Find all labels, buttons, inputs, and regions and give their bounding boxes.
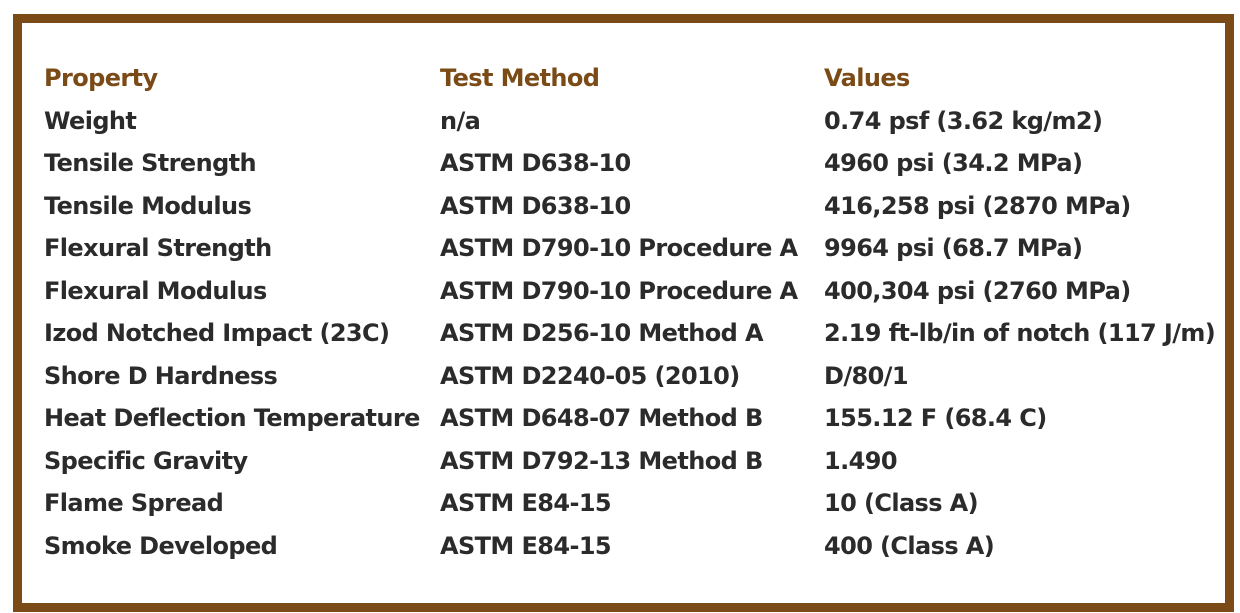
table-row: Smoke Developed ASTM E84-15 400 (Class A… bbox=[44, 525, 1224, 568]
test-method-cell: ASTM D256-10 Method A bbox=[440, 319, 764, 348]
table-row: Weight n/a 0.74 psf (3.62 kg/m2) bbox=[44, 100, 1224, 143]
value-cell: 416,258 psi (2870 MPa) bbox=[824, 191, 1131, 220]
table-row: Izod Notched Impact (23C) ASTM D256-10 M… bbox=[44, 312, 1224, 355]
table-row: Shore D Hardness ASTM D2240-05 (2010) D/… bbox=[44, 355, 1224, 398]
value-cell: 9964 psi (68.7 MPa) bbox=[824, 234, 1083, 263]
properties-table-frame: Property Test Method Values Weight n/a 0… bbox=[13, 14, 1234, 612]
properties-table: Property Test Method Values Weight n/a 0… bbox=[44, 57, 1224, 567]
value-cell: 10 (Class A) bbox=[824, 489, 979, 518]
test-method-cell: ASTM E84-15 bbox=[440, 489, 612, 518]
table-row: Specific Gravity ASTM D792-13 Method B 1… bbox=[44, 440, 1224, 483]
value-cell: 2.19 ft-lb/in of notch (117 J/m) bbox=[824, 319, 1216, 348]
table-body: Weight n/a 0.74 psf (3.62 kg/m2) Tensile… bbox=[44, 100, 1224, 568]
test-method-cell: ASTM D790-10 Procedure A bbox=[440, 234, 798, 263]
header-test-method: Test Method bbox=[440, 64, 600, 93]
table-row: Flame Spread ASTM E84-15 10 (Class A) bbox=[44, 482, 1224, 525]
value-cell: 1.490 bbox=[824, 446, 898, 475]
table-row: Heat Deflection Temperature ASTM D648-07… bbox=[44, 397, 1224, 440]
test-method-cell: ASTM E84-15 bbox=[440, 531, 612, 560]
test-method-cell: ASTM D648-07 Method B bbox=[440, 404, 763, 433]
property-cell: Heat Deflection Temperature bbox=[44, 404, 420, 433]
table-row: Tensile Strength ASTM D638-10 4960 psi (… bbox=[44, 142, 1224, 185]
property-cell: Smoke Developed bbox=[44, 531, 278, 560]
value-cell: 155.12 F (68.4 C) bbox=[824, 404, 1047, 433]
table-row: Flexural Modulus ASTM D790-10 Procedure … bbox=[44, 270, 1224, 313]
property-cell: Specific Gravity bbox=[44, 446, 248, 475]
test-method-cell: ASTM D2240-05 (2010) bbox=[440, 361, 740, 390]
table-row: Tensile Modulus ASTM D638-10 416,258 psi… bbox=[44, 185, 1224, 228]
test-method-cell: ASTM D792-13 Method B bbox=[440, 446, 763, 475]
property-cell: Shore D Hardness bbox=[44, 361, 278, 390]
property-cell: Flexural Modulus bbox=[44, 276, 267, 305]
value-cell: 400,304 psi (2760 MPa) bbox=[824, 276, 1131, 305]
table-row: Flexural Strength ASTM D790-10 Procedure… bbox=[44, 227, 1224, 270]
test-method-cell: ASTM D638-10 bbox=[440, 191, 631, 220]
header-property: Property bbox=[44, 64, 158, 93]
value-cell: 400 (Class A) bbox=[824, 531, 995, 560]
value-cell: D/80/1 bbox=[824, 361, 909, 390]
property-cell: Izod Notched Impact (23C) bbox=[44, 319, 390, 348]
header-values: Values bbox=[824, 64, 910, 93]
table-header-row: Property Test Method Values bbox=[44, 57, 1224, 100]
test-method-cell: ASTM D790-10 Procedure A bbox=[440, 276, 798, 305]
property-cell: Tensile Modulus bbox=[44, 191, 252, 220]
property-cell: Weight bbox=[44, 106, 137, 135]
property-cell: Tensile Strength bbox=[44, 149, 257, 178]
test-method-cell: n/a bbox=[440, 106, 481, 135]
test-method-cell: ASTM D638-10 bbox=[440, 149, 631, 178]
value-cell: 0.74 psf (3.62 kg/m2) bbox=[824, 106, 1103, 135]
property-cell: Flexural Strength bbox=[44, 234, 272, 263]
value-cell: 4960 psi (34.2 MPa) bbox=[824, 149, 1083, 178]
property-cell: Flame Spread bbox=[44, 489, 224, 518]
